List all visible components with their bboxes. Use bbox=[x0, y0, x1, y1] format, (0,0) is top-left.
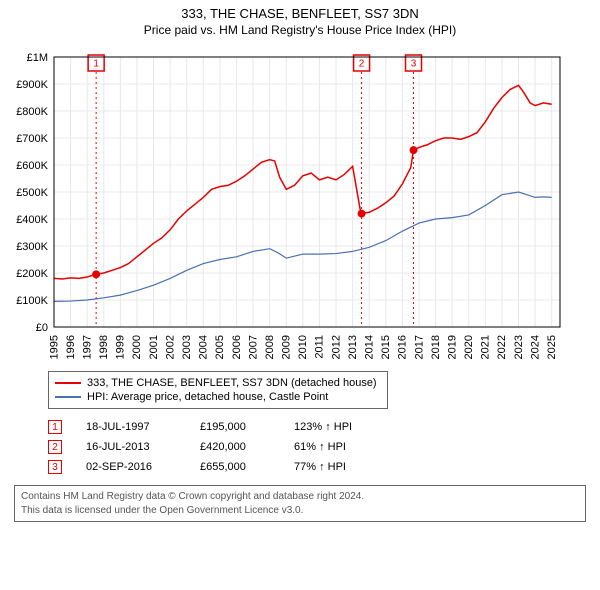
svg-text:2002: 2002 bbox=[164, 335, 176, 359]
svg-text:£0: £0 bbox=[36, 322, 48, 334]
chart-title: 333, THE CHASE, BENFLEET, SS7 3DN bbox=[10, 6, 590, 21]
svg-text:2012: 2012 bbox=[330, 335, 342, 359]
svg-text:2: 2 bbox=[359, 59, 365, 70]
transaction-marker: 3 bbox=[48, 460, 62, 474]
svg-text:£700K: £700K bbox=[16, 133, 48, 145]
chart-area: £0 £100K £200K £300K £400K £500K £600K £700K £80… bbox=[10, 43, 590, 363]
svg-text:1996: 1996 bbox=[65, 335, 77, 359]
svg-text:2024: 2024 bbox=[529, 335, 541, 359]
license-line-1: Contains HM Land Registry data © Crown c… bbox=[21, 490, 579, 504]
svg-text:£400K: £400K bbox=[16, 214, 48, 226]
svg-text:2019: 2019 bbox=[446, 335, 458, 359]
transaction-marker: 2 bbox=[48, 440, 62, 454]
svg-text:2005: 2005 bbox=[214, 335, 226, 359]
legend: 333, THE CHASE, BENFLEET, SS7 3DN (detac… bbox=[48, 371, 388, 409]
svg-text:1995: 1995 bbox=[48, 335, 60, 359]
transaction-price: £655,000 bbox=[200, 461, 270, 473]
svg-text:2007: 2007 bbox=[247, 335, 259, 359]
chart-svg: £0 £100K £200K £300K £400K £500K £600K £700K £80… bbox=[10, 43, 570, 363]
transaction-hpi: 123% ↑ HPI bbox=[294, 421, 374, 433]
transaction-marker: 1 bbox=[48, 420, 62, 434]
svg-text:3: 3 bbox=[411, 59, 417, 70]
svg-text:2023: 2023 bbox=[513, 335, 525, 359]
svg-text:1998: 1998 bbox=[98, 335, 110, 359]
svg-text:2006: 2006 bbox=[231, 335, 243, 359]
svg-text:2016: 2016 bbox=[397, 335, 409, 359]
svg-text:£200K: £200K bbox=[16, 268, 48, 280]
transaction-row: 2 16-JUL-2013 £420,000 61% ↑ HPI bbox=[48, 437, 586, 457]
chart-container: 333, THE CHASE, BENFLEET, SS7 3DN Price … bbox=[0, 0, 600, 532]
svg-text:£300K: £300K bbox=[16, 241, 48, 253]
transaction-row: 3 02-SEP-2016 £655,000 77% ↑ HPI bbox=[48, 457, 586, 477]
svg-text:£1M: £1M bbox=[27, 52, 48, 64]
svg-text:1: 1 bbox=[93, 59, 99, 70]
legend-item: HPI: Average price, detached house, Cast… bbox=[55, 390, 381, 404]
svg-text:2008: 2008 bbox=[264, 335, 276, 359]
transaction-price: £195,000 bbox=[200, 421, 270, 433]
transaction-row: 1 18-JUL-1997 £195,000 123% ↑ HPI bbox=[48, 417, 586, 437]
transaction-date: 18-JUL-1997 bbox=[86, 421, 176, 433]
chart-subtitle: Price paid vs. HM Land Registry's House … bbox=[10, 23, 590, 37]
svg-text:2003: 2003 bbox=[181, 335, 193, 359]
svg-text:2015: 2015 bbox=[380, 335, 392, 359]
svg-text:£500K: £500K bbox=[16, 187, 48, 199]
svg-text:£900K: £900K bbox=[16, 79, 48, 91]
license-box: Contains HM Land Registry data © Crown c… bbox=[14, 485, 586, 522]
svg-text:2014: 2014 bbox=[364, 335, 376, 359]
transaction-date: 16-JUL-2013 bbox=[86, 441, 176, 453]
legend-swatch bbox=[55, 382, 81, 384]
svg-text:£100K: £100K bbox=[16, 295, 48, 307]
svg-text:2022: 2022 bbox=[496, 335, 508, 359]
legend-label: HPI: Average price, detached house, Cast… bbox=[87, 391, 328, 403]
svg-text:1997: 1997 bbox=[81, 335, 93, 359]
svg-text:2017: 2017 bbox=[413, 335, 425, 359]
svg-text:2001: 2001 bbox=[148, 335, 160, 359]
legend-item: 333, THE CHASE, BENFLEET, SS7 3DN (detac… bbox=[55, 376, 381, 390]
svg-text:2000: 2000 bbox=[131, 335, 143, 359]
svg-text:£600K: £600K bbox=[16, 160, 48, 172]
transaction-hpi: 77% ↑ HPI bbox=[294, 461, 374, 473]
legend-label: 333, THE CHASE, BENFLEET, SS7 3DN (detac… bbox=[87, 377, 377, 389]
transaction-price: £420,000 bbox=[200, 441, 270, 453]
svg-text:2025: 2025 bbox=[546, 335, 558, 359]
svg-text:1999: 1999 bbox=[115, 335, 127, 359]
svg-text:£800K: £800K bbox=[16, 106, 48, 118]
legend-swatch bbox=[55, 396, 81, 398]
svg-text:2004: 2004 bbox=[198, 335, 210, 359]
transactions-table: 1 18-JUL-1997 £195,000 123% ↑ HPI 2 16-JUL-20… bbox=[48, 417, 586, 477]
license-line-2: This data is licensed under the Open Gov… bbox=[21, 504, 579, 518]
svg-text:2020: 2020 bbox=[463, 335, 475, 359]
transaction-hpi: 61% ↑ HPI bbox=[294, 441, 374, 453]
svg-text:2021: 2021 bbox=[480, 335, 492, 359]
svg-text:2013: 2013 bbox=[347, 335, 359, 359]
transaction-date: 02-SEP-2016 bbox=[86, 461, 176, 473]
svg-text:2011: 2011 bbox=[314, 335, 326, 359]
svg-text:2009: 2009 bbox=[281, 335, 293, 359]
svg-text:2018: 2018 bbox=[430, 335, 442, 359]
svg-text:2010: 2010 bbox=[297, 335, 309, 359]
